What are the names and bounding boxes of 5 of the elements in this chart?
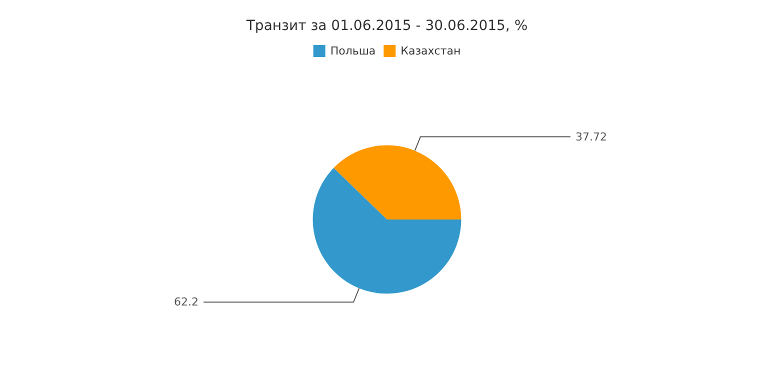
- legend-label: Казахстан: [400, 44, 461, 58]
- data-label: 62.2: [174, 296, 199, 309]
- data-label: 37.72: [575, 130, 607, 144]
- chart-title: Транзит за 01.06.2015 - 30.06.2015, %: [245, 18, 528, 34]
- legend-label: Польша: [330, 44, 376, 58]
